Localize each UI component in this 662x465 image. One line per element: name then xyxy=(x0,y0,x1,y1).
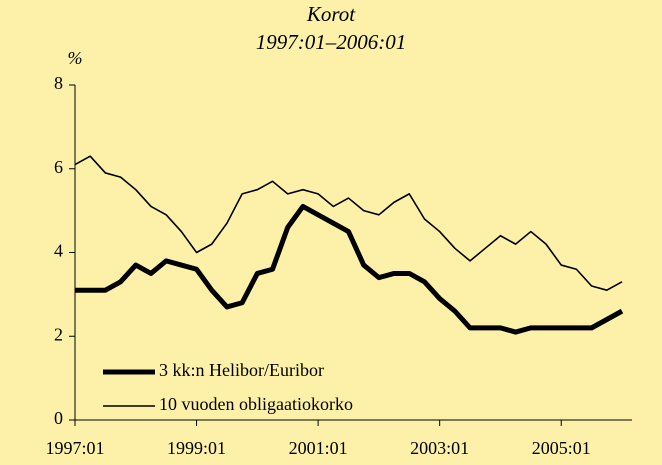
legend-label: 3 kk:n Helibor/Euribor xyxy=(159,360,324,380)
line-series xyxy=(75,203,624,335)
x-tick-label: 2005:01 xyxy=(532,438,591,458)
y-axis-label: % xyxy=(68,48,83,68)
y-tick-label: 0 xyxy=(54,408,63,428)
y-tick-label: 8 xyxy=(54,73,63,93)
y-tick-label: 6 xyxy=(54,157,63,177)
chart-title: Korot xyxy=(306,2,356,26)
y-tick-label: 4 xyxy=(54,241,63,261)
x-tick-label: 1997:01 xyxy=(45,438,104,458)
x-tick-label: 1999:01 xyxy=(167,438,226,458)
chart-subtitle: 1997:01–2006:01 xyxy=(256,30,407,54)
legend-label: 10 vuoden obligaatiokorko xyxy=(159,394,353,414)
x-tick-label: 2003:01 xyxy=(410,438,469,458)
y-tick-label: 2 xyxy=(54,324,63,344)
x-tick-label: 2001:01 xyxy=(289,438,348,458)
line-series xyxy=(74,155,623,291)
